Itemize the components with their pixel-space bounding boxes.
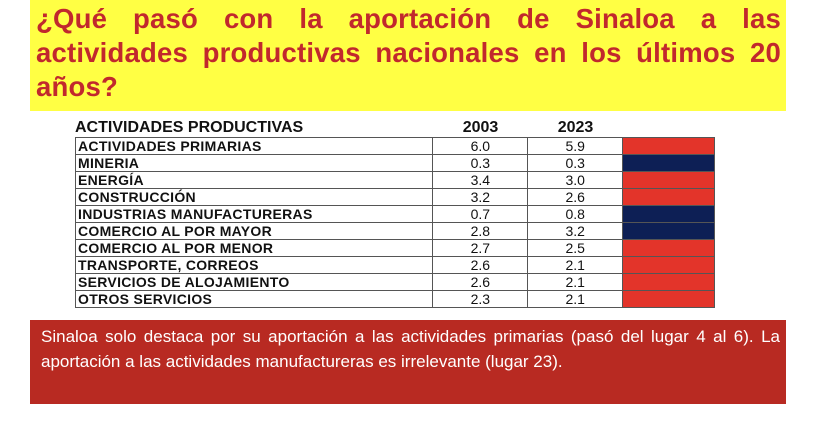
activity-name: COMERCIO AL POR MENOR	[76, 240, 434, 257]
header-activity: ACTIVIDADES PRODUCTIVAS	[75, 119, 304, 136]
value-2003: 3.4	[433, 172, 529, 189]
header-year-2023: 2023	[557, 119, 594, 136]
value-2023: 2.6	[528, 189, 624, 206]
page-title: ¿Qué pasó con la aportación de Sinaloa a…	[36, 3, 781, 102]
table-row: ENERGÍA 3.4 3.0	[76, 172, 716, 189]
trend-indicator	[623, 206, 716, 223]
activity-name: INDUSTRIAS MANUFACTURERAS	[76, 206, 434, 223]
activity-name: MINERIA	[76, 155, 434, 172]
trend-indicator	[623, 172, 716, 189]
table-row: TRANSPORTE, CORREOS 2.6 2.1	[76, 257, 716, 274]
table-header: ACTIVIDADES PRODUCTIVAS 2003 2023	[75, 118, 715, 137]
note-text: Sinaloa solo destaca por su aportación a…	[41, 327, 780, 371]
table-row: OTROS SERVICIOS 2.3 2.1	[76, 291, 716, 308]
table-row: COMERCIO AL POR MAYOR 2.8 3.2	[76, 223, 716, 240]
note-banner	[30, 320, 786, 404]
trend-indicator	[623, 240, 716, 257]
value-2003: 2.6	[433, 274, 529, 291]
value-2003: 2.6	[433, 257, 529, 274]
table-row: COMERCIO AL POR MENOR 2.7 2.5	[76, 240, 716, 257]
value-2023: 3.2	[528, 223, 624, 240]
trend-indicator	[623, 223, 716, 240]
activity-name: ACTIVIDADES PRIMARIAS	[76, 138, 434, 155]
trend-indicator	[623, 274, 716, 291]
value-2023: 2.1	[528, 274, 624, 291]
value-2003: 0.3	[433, 155, 529, 172]
trend-indicator	[623, 155, 716, 172]
value-2023: 3.0	[528, 172, 624, 189]
value-2003: 2.7	[433, 240, 529, 257]
activity-name: COMERCIO AL POR MAYOR	[76, 223, 434, 240]
trend-indicator	[623, 291, 716, 308]
value-2023: 2.1	[528, 291, 624, 308]
activity-name: ENERGÍA	[76, 172, 434, 189]
value-2003: 2.3	[433, 291, 529, 308]
value-2003: 6.0	[433, 138, 529, 155]
header-year-2003: 2003	[462, 119, 499, 136]
table-body: ACTIVIDADES PRIMARIAS 6.0 5.9 MINERIA 0.3 0.3…	[75, 137, 716, 308]
activity-name: SERVICIOS DE ALOJAMIENTO	[76, 274, 434, 291]
table-row: INDUSTRIAS MANUFACTURERAS 0.7 0.8	[76, 206, 716, 223]
trend-indicator	[623, 257, 716, 274]
value-2023: 2.1	[528, 257, 624, 274]
value-2023: 2.5	[528, 240, 624, 257]
value-2003: 0.7	[433, 206, 529, 223]
activity-name: TRANSPORTE, CORREOS	[76, 257, 434, 274]
value-2023: 0.8	[528, 206, 624, 223]
value-2023: 0.3	[528, 155, 624, 172]
trend-indicator	[623, 138, 716, 155]
activity-name: CONSTRUCCIÓN	[76, 189, 434, 206]
value-2003: 3.2	[433, 189, 529, 206]
table-row: MINERIA 0.3 0.3	[76, 155, 716, 172]
table-row: CONSTRUCCIÓN 3.2 2.6	[76, 189, 716, 206]
title-banner	[30, 0, 786, 111]
activity-name: OTROS SERVICIOS	[76, 291, 434, 308]
productive-activities-table: ACTIVIDADES PRODUCTIVAS 2003 2023 ACTIVI…	[75, 118, 716, 308]
table-row: SERVICIOS DE ALOJAMIENTO 2.6 2.1	[76, 274, 716, 291]
table-row: ACTIVIDADES PRIMARIAS 6.0 5.9	[76, 138, 716, 155]
value-2003: 2.8	[433, 223, 529, 240]
trend-indicator	[623, 189, 716, 206]
value-2023: 5.9	[528, 138, 624, 155]
